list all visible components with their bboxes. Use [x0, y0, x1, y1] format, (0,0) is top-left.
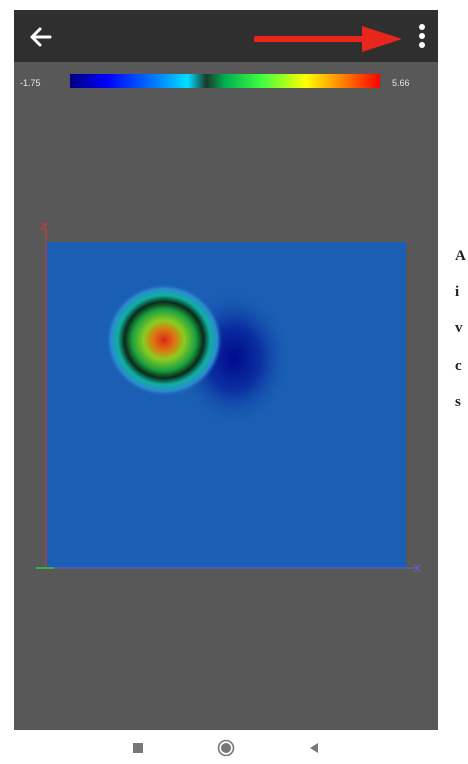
x-axis-label: x: [414, 559, 421, 575]
app-screen: -1.75 5.66: [14, 10, 438, 730]
back-button[interactable]: [24, 20, 58, 54]
3d-plot-viewport[interactable]: z x: [14, 102, 438, 730]
peak-region: [106, 284, 222, 396]
side-text-line: v: [455, 320, 463, 336]
side-text-line: c: [455, 358, 462, 374]
more-vertical-icon: [419, 24, 425, 48]
arrow-left-icon: [30, 27, 52, 47]
y-axis-label: z: [40, 219, 46, 233]
colorbar-max-label: 5.66: [392, 78, 410, 88]
triangle-left-icon: [310, 743, 318, 753]
square-icon: [133, 743, 143, 753]
colorbar-gradient: [70, 74, 380, 88]
circle-icon: [217, 739, 235, 757]
home-button[interactable]: [214, 736, 238, 760]
app-bar: [14, 10, 438, 62]
colorbar-legend: -1.75 5.66: [14, 62, 438, 102]
colorbar-min-label: -1.75: [20, 78, 41, 88]
side-text-line: A: [455, 248, 466, 264]
recents-button[interactable]: [126, 736, 150, 760]
side-text-line: i: [455, 284, 460, 300]
system-nav-bar: [14, 730, 438, 764]
annotation-arrow-icon: [254, 26, 402, 52]
nav-back-button[interactable]: [302, 736, 326, 760]
side-text-line: s: [455, 394, 461, 410]
overflow-menu-button[interactable]: [408, 16, 436, 56]
